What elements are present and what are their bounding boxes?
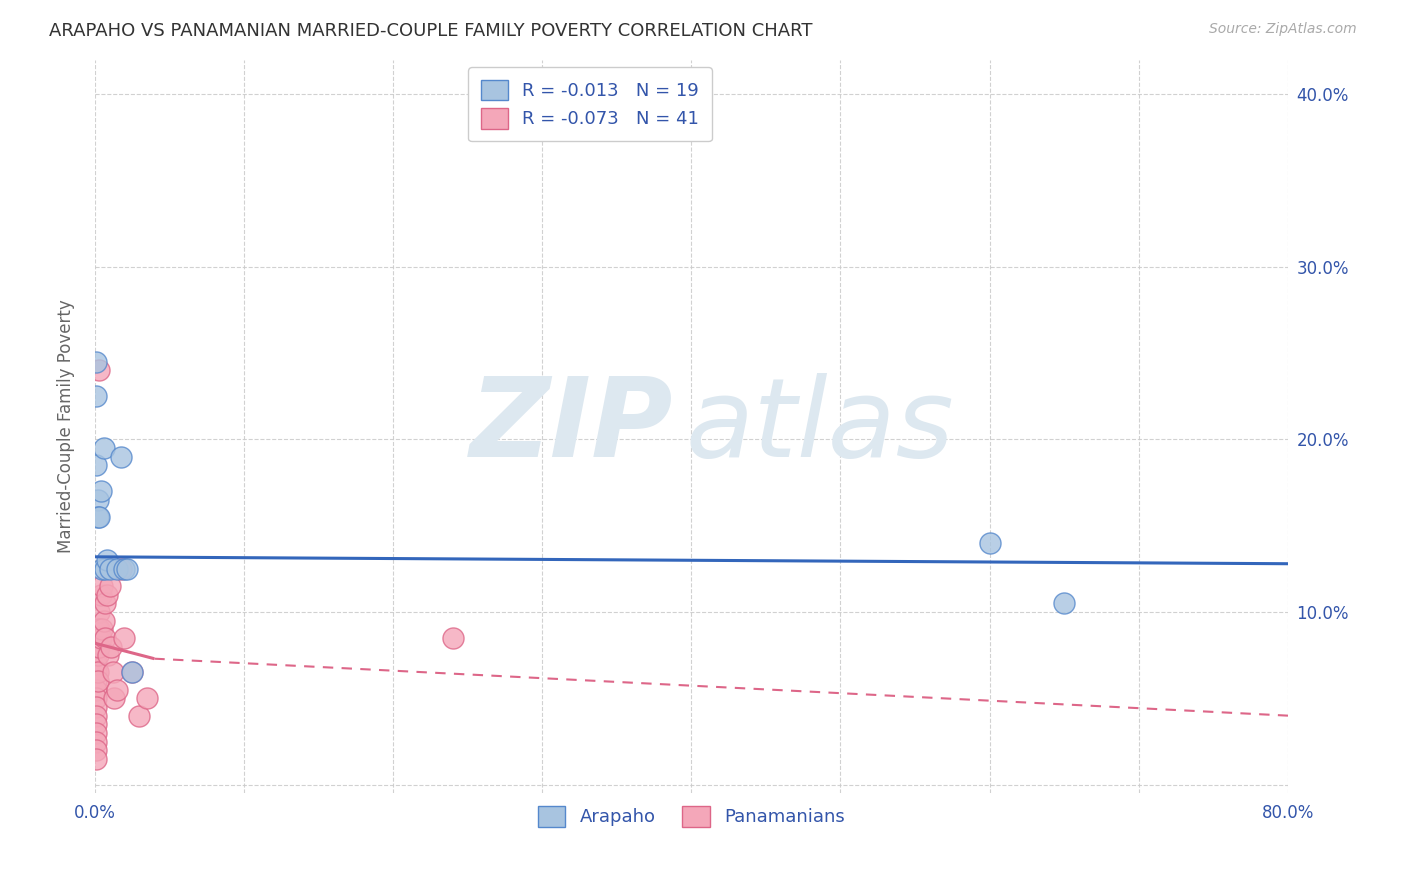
Text: Source: ZipAtlas.com: Source: ZipAtlas.com <box>1209 22 1357 37</box>
Point <box>84 355 107 369</box>
Legend: Arapaho, Panamanians: Arapaho, Panamanians <box>529 797 853 836</box>
Point <box>105 682 128 697</box>
Point <box>84 708 107 723</box>
Point <box>94 596 117 610</box>
Point <box>84 389 107 403</box>
Point <box>979 536 1001 550</box>
Point <box>121 665 143 680</box>
Point <box>84 458 107 473</box>
Point <box>121 665 143 680</box>
Point <box>84 682 107 697</box>
Point <box>84 734 107 748</box>
Point <box>86 640 108 654</box>
Point <box>87 640 110 654</box>
Y-axis label: Married-Couple Family Poverty: Married-Couple Family Poverty <box>58 300 75 553</box>
Point <box>84 674 107 689</box>
Point <box>93 614 115 628</box>
Point <box>135 691 157 706</box>
Point <box>90 631 112 645</box>
Text: atlas: atlas <box>685 373 953 480</box>
Point <box>90 484 112 499</box>
Point <box>84 640 107 654</box>
Point <box>101 665 124 680</box>
Point <box>84 743 107 757</box>
Point <box>117 562 139 576</box>
Point <box>128 708 150 723</box>
Point <box>94 631 117 645</box>
Point <box>98 562 121 576</box>
Point <box>86 665 108 680</box>
Point <box>84 648 107 663</box>
Point <box>110 450 132 464</box>
Point <box>84 717 107 731</box>
Point <box>86 623 108 637</box>
Point <box>86 648 108 663</box>
Text: ZIP: ZIP <box>470 373 673 480</box>
Point <box>96 553 118 567</box>
Point <box>114 631 136 645</box>
Point <box>86 492 108 507</box>
Point <box>114 562 136 576</box>
Point <box>97 648 120 663</box>
Point <box>91 579 114 593</box>
Point <box>87 510 110 524</box>
Point <box>1053 596 1076 610</box>
Point <box>103 691 125 706</box>
Point <box>84 665 107 680</box>
Point <box>87 623 110 637</box>
Text: ARAPAHO VS PANAMANIAN MARRIED-COUPLE FAMILY POVERTY CORRELATION CHART: ARAPAHO VS PANAMANIAN MARRIED-COUPLE FAM… <box>49 22 813 40</box>
Point <box>100 640 122 654</box>
Point <box>90 588 112 602</box>
Point <box>84 691 107 706</box>
Point <box>96 588 118 602</box>
Point <box>110 562 132 576</box>
Point <box>91 623 114 637</box>
Point <box>93 441 115 455</box>
Point <box>94 562 117 576</box>
Point <box>87 605 110 619</box>
Point <box>87 363 110 377</box>
Point <box>84 752 107 766</box>
Point <box>84 700 107 714</box>
Point <box>441 631 464 645</box>
Point <box>84 726 107 740</box>
Point <box>105 562 128 576</box>
Point <box>86 510 108 524</box>
Point <box>98 579 121 593</box>
Point <box>91 562 114 576</box>
Point <box>84 657 107 671</box>
Point <box>86 674 108 689</box>
